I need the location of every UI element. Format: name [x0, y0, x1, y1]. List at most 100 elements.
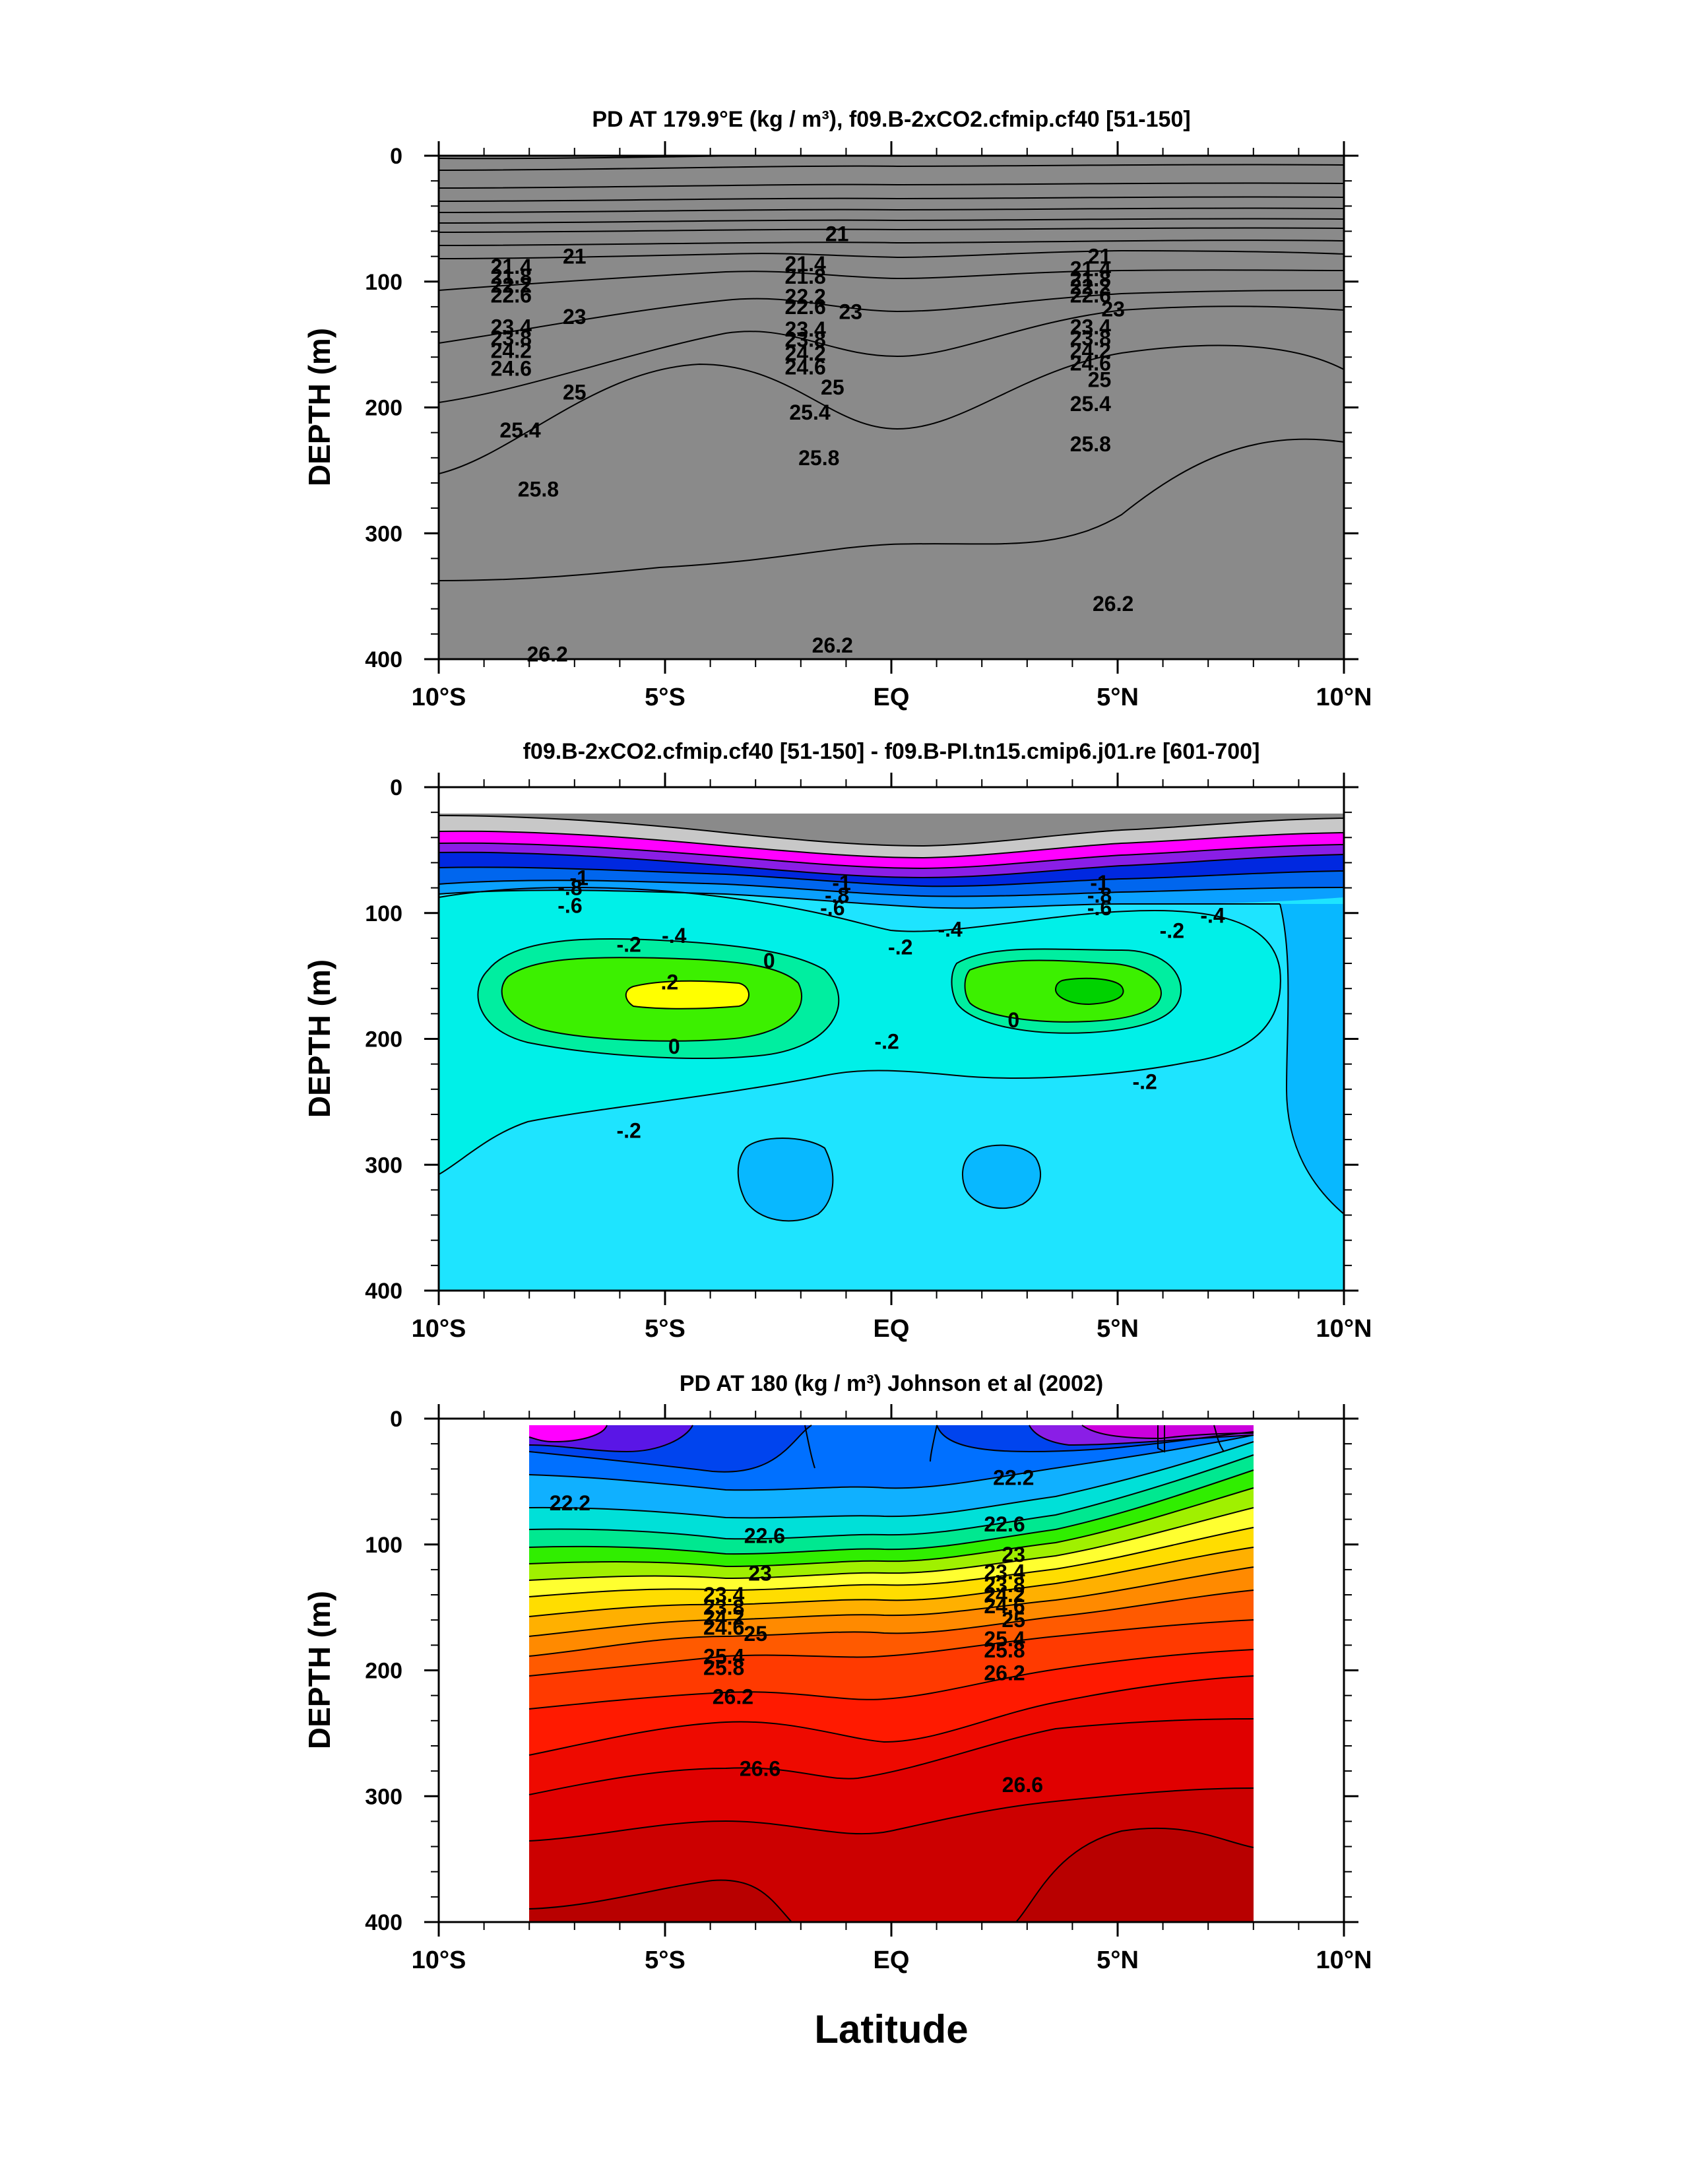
contour-label: 21.8	[785, 265, 826, 288]
contour-label: 23.8	[984, 1573, 1025, 1597]
contour-label: 21.4	[785, 252, 826, 276]
contour-label: 22.2	[785, 285, 826, 309]
contour-label: 24.6	[703, 1616, 744, 1640]
contour-label: 25	[821, 375, 844, 399]
contour-label: 0	[763, 949, 775, 973]
contour-label: -.6	[1087, 896, 1112, 920]
contour-label: 22.6	[785, 295, 826, 319]
y-tick-label: 400	[365, 1279, 402, 1304]
contour-label: 26.2	[713, 1685, 753, 1709]
x-tick-label: 10°N	[1316, 684, 1372, 711]
contour-label: 25.8	[984, 1638, 1025, 1662]
contour-label: 22.2	[491, 273, 532, 297]
contour-label: 22.2	[550, 1491, 590, 1515]
contour-label: 23.4	[491, 315, 532, 338]
contour-label: -1	[832, 871, 850, 895]
panel-2-contour-labels: -1-.8-.6-.4-.20.20-.2-1-.8-.6-.2-.4-.20-…	[558, 866, 1225, 1142]
contour-label: 21	[825, 222, 849, 245]
contour-label: 23	[748, 1562, 772, 1586]
contour-label: 24.2	[1070, 339, 1111, 363]
contour-label: 23.8	[785, 327, 826, 351]
contour-label: 26.2	[984, 1661, 1025, 1685]
panel-1-axes: 10°S 5°S EQ 5°N 10°N 0 100 200 300 400	[365, 141, 1372, 711]
panel-3-title: PD AT 180 (kg / m³) Johnson et al (2002)	[680, 1371, 1103, 1396]
contour-label: 21.8	[491, 265, 532, 288]
panel-2-ylabel: DEPTH (m)	[302, 959, 336, 1118]
contour-label: -.4	[1200, 904, 1225, 928]
y-tick-label: 0	[390, 775, 402, 800]
contour-label: 23.4	[1070, 315, 1111, 338]
contour-label: -.4	[938, 918, 963, 942]
figure-xlabel: Latitude	[814, 2007, 968, 2051]
panel-2-plot-area	[439, 787, 1344, 1291]
contour-label: 22.6	[984, 1512, 1025, 1536]
contour-label: -.4	[662, 924, 687, 947]
contour-label: 0	[1007, 1008, 1019, 1032]
contour-label: -.2	[616, 1119, 641, 1143]
panel-2-axes: 10°S 5°S EQ 5°N 10°N 0 100 200 300 400	[365, 773, 1372, 1343]
contour-label: 26.2	[526, 642, 567, 666]
contour-label: -1	[1090, 871, 1108, 895]
y-tick-label: 0	[390, 144, 402, 169]
contour-label: 22.2	[1070, 274, 1111, 298]
y-tick-label: 300	[365, 1784, 402, 1809]
contour-label: 25	[1002, 1608, 1025, 1632]
y-tick-label: 0	[390, 1407, 402, 1432]
x-tick-label: 5°S	[645, 1946, 685, 1974]
x-tick-label: 10°S	[412, 684, 466, 711]
panel-3-ylabel: DEPTH (m)	[302, 1591, 336, 1749]
y-tick-label: 400	[365, 647, 402, 672]
contour-label: -.8	[825, 883, 849, 907]
contour-label: -.2	[1160, 918, 1184, 942]
x-tick-label: EQ	[874, 684, 910, 711]
contour-label: 24.2	[491, 339, 532, 363]
contour-label: 21.4	[1070, 257, 1111, 281]
contour-label: -.2	[616, 932, 641, 956]
contour-label: 26.6	[1002, 1773, 1043, 1797]
contour-label: .2	[661, 971, 679, 994]
contour-label: 25.4	[1070, 392, 1111, 416]
contour-label: 23	[1101, 298, 1125, 321]
panel-3-axes: 10°S 5°S EQ 5°N 10°N 0 100 200 300 400	[365, 1404, 1372, 1974]
contour-label: 21	[1088, 245, 1112, 269]
x-tick-label: 5°N	[1097, 684, 1139, 711]
contour-label: 26.2	[1093, 592, 1133, 616]
contour-label: 22.6	[491, 284, 532, 307]
panel-1-plot-area	[439, 156, 1344, 659]
panel-1-title: PD AT 179.9°E (kg / m³), f09.B-2xCO2.cfm…	[592, 107, 1190, 132]
y-tick-label: 400	[365, 1910, 402, 1935]
contour-label: 25.4	[984, 1627, 1025, 1651]
x-tick-label: 10°S	[412, 1946, 466, 1974]
contour-label: 24.2	[984, 1583, 1025, 1607]
contour-label: 22.6	[1070, 284, 1111, 307]
panel-2: f09.B-2xCO2.cfmip.cf40 [51-150] - f09.B-…	[302, 739, 1372, 1343]
contour-label: 25.8	[798, 446, 839, 470]
contour-label: 24.6	[1070, 352, 1111, 375]
x-tick-label: 10°S	[412, 1315, 466, 1343]
contour-label: -.8	[558, 876, 582, 900]
contour-label: 25.4	[703, 1645, 744, 1669]
contour-label: 25	[563, 381, 587, 404]
panel-2-title: f09.B-2xCO2.cfmip.cf40 [51-150] - f09.B-…	[523, 739, 1260, 764]
contour-label: 0	[668, 1035, 680, 1058]
contour-label: 25.8	[518, 477, 559, 501]
contour-label: 23.4	[785, 317, 826, 341]
contour-label: 24.6	[984, 1594, 1025, 1618]
contour-label: 23	[1002, 1543, 1025, 1566]
contour-label: -.6	[558, 893, 582, 917]
contour-label: 24.2	[785, 341, 826, 365]
contour-label: 25	[1088, 368, 1112, 392]
contour-label: 26.6	[740, 1756, 781, 1780]
contour-label: 25.4	[499, 418, 540, 442]
contour-label: 22.6	[744, 1524, 785, 1547]
x-tick-label: 5°S	[645, 684, 685, 711]
contour-label: 23.4	[703, 1583, 744, 1607]
contour-label: -.2	[888, 935, 912, 959]
y-tick-label: 300	[365, 1153, 402, 1178]
y-tick-label: 100	[365, 270, 402, 295]
panel-3: PD AT 180 (kg / m³) Johnson et al (2002)	[302, 1371, 1372, 1974]
y-tick-label: 200	[365, 396, 402, 421]
contour-label: 23.8	[491, 327, 532, 350]
